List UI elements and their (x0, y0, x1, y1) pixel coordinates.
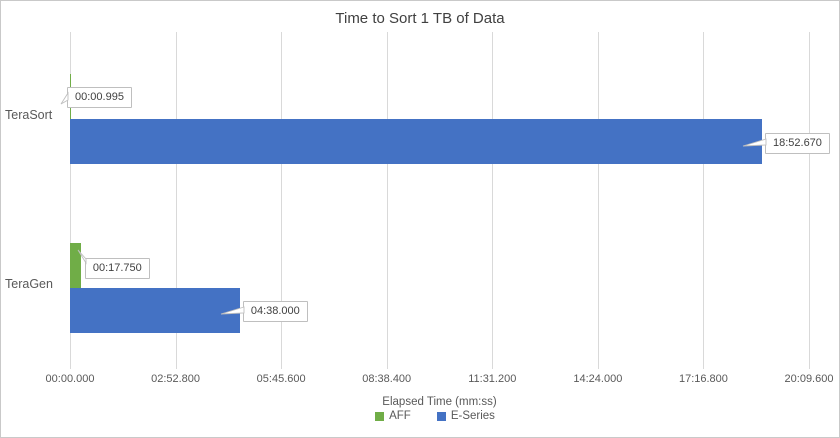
legend-swatch (436, 411, 446, 421)
data-label-callout: 00:17.750 (77, 249, 150, 279)
data-label-text: 00:00.995 (75, 91, 124, 103)
callout-pointer (220, 305, 245, 314)
gridline (809, 32, 810, 369)
x-tick-label: 02:52.800 (151, 373, 201, 385)
data-label-text: 18:52.670 (772, 137, 822, 149)
x-tick-label: 14:24.000 (573, 373, 623, 385)
legend-item-aff: AFF (375, 410, 411, 422)
data-label-callout: 04:38.000 (220, 300, 308, 322)
x-tick-label: 20:09.600 (784, 373, 834, 385)
data-label-callout: 00:00.995 (60, 87, 132, 108)
gridline (70, 32, 71, 369)
x-tick-label: 11:31.200 (468, 373, 517, 385)
legend-swatch (375, 411, 385, 421)
gridline (597, 32, 599, 369)
legend-item-e-series: E-Series (436, 410, 495, 422)
bar-terasort-e-series (70, 119, 762, 164)
gridline (492, 32, 494, 369)
chart-title: Time to Sort 1 TB of Data (335, 10, 505, 27)
data-label-callout: 18:52.670 (742, 133, 830, 154)
legend: AFF E-Series (1, 410, 839, 422)
gridline (175, 32, 177, 369)
bar-teragen-e-series (70, 287, 240, 333)
category-label: TeraSort (5, 108, 53, 123)
gridline (281, 32, 283, 369)
gridline (386, 32, 388, 369)
x-axis-title: Elapsed Time (mm:ss) (382, 396, 497, 408)
data-label-text: 00:17.750 (92, 261, 142, 274)
x-tick-label: 05:45.600 (256, 373, 306, 385)
legend-label: AFF (389, 410, 411, 422)
callout-pointer (60, 91, 69, 105)
x-tick-label: 17:16.800 (678, 373, 728, 385)
x-tick-label: 00:00.000 (45, 373, 95, 385)
gridline (703, 32, 705, 369)
callout-pointer (77, 249, 87, 265)
category-label: TeraGen (5, 276, 53, 291)
x-tick-label: 08:38.400 (362, 373, 412, 385)
legend-label: E-Series (450, 410, 495, 422)
data-label-text: 04:38.000 (250, 304, 300, 317)
bar-teragen-aff (70, 242, 81, 288)
callout-pointer (742, 138, 767, 147)
